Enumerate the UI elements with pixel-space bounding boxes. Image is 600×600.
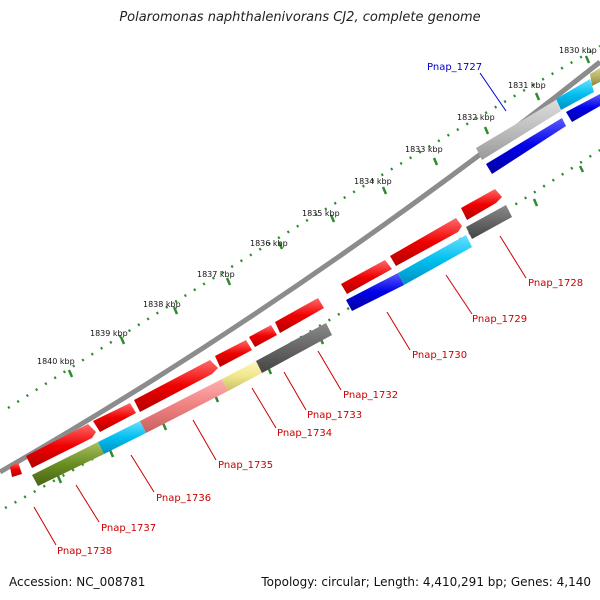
gene-feature: [275, 298, 324, 333]
gene-feature: [590, 68, 600, 86]
scale-label: 1834 kbp: [354, 177, 392, 186]
scale-label: 1839 kbp: [90, 329, 128, 338]
gene-label: Pnap_1727: [427, 62, 482, 73]
outer-major-ticks: [67, 55, 591, 378]
gene-feature: [140, 379, 228, 433]
gene-feature: [32, 442, 104, 486]
gene-feature: [26, 424, 96, 468]
gene-label: Pnap_1735: [218, 460, 273, 471]
map-title: Polaromonas naphthalenivorans CJ2, compl…: [119, 10, 481, 25]
gene-feature: [341, 260, 392, 294]
scale-labels: 1830 kbp 1831 kbp 1832 kbp 1833 kbp 1834…: [37, 46, 597, 366]
gene-feature: [398, 235, 472, 285]
genome-backbone: [0, 60, 600, 475]
gene-feature: [98, 421, 146, 454]
scale-label: 1831 kbp: [508, 81, 546, 90]
scale-label: 1832 kbp: [457, 113, 495, 122]
gene-labels: Pnap_1727 Pnap_1728 Pnap_1729 Pnap_1730 …: [57, 62, 583, 557]
gene-feature: [466, 205, 512, 239]
gene-feature: [486, 118, 566, 174]
gene-feature: [222, 361, 262, 391]
gene-label: Pnap_1736: [156, 493, 211, 504]
gene-label: Pnap_1732: [343, 390, 398, 401]
gene-label: Pnap_1729: [472, 314, 527, 325]
scale-label: 1840 kbp: [37, 357, 75, 366]
gene-label: Pnap_1737: [101, 523, 156, 534]
gene-label: Pnap_1734: [277, 428, 332, 439]
scale-label: 1833 kbp: [405, 145, 443, 154]
gene-feature: [249, 325, 277, 347]
gene-feature: [256, 323, 332, 373]
gene-feature: [10, 462, 22, 477]
gene-feature: [390, 218, 462, 266]
scale-label: 1835 kbp: [302, 209, 340, 218]
gene-feature: [134, 360, 218, 412]
outer-tick-ring: [7, 44, 600, 410]
gene-feature: [566, 94, 600, 122]
reverse-features: [32, 94, 600, 486]
gene-label: Pnap_1728: [528, 278, 583, 289]
gene-label: Pnap_1730: [412, 350, 467, 361]
scale-label: 1837 kbp: [197, 270, 235, 279]
scale-label: 1838 kbp: [143, 300, 181, 309]
gene-feature: [215, 340, 252, 367]
topology-text: Topology: circular; Length: 4,410,291 bp…: [261, 575, 591, 589]
accession-text: Accession: NC_008781: [9, 575, 146, 589]
gene-feature: [93, 403, 136, 432]
scale-label: 1830 kbp: [559, 46, 597, 55]
gene-label: Pnap_1738: [57, 546, 112, 557]
gene-feature: [461, 189, 502, 220]
forward-features: [10, 68, 600, 477]
gene-feature: [476, 100, 561, 160]
label-leaders: [33, 72, 527, 546]
gene-feature: [346, 273, 404, 311]
scale-label: 1836 kbp: [250, 239, 288, 248]
gene-label: Pnap_1733: [307, 410, 362, 421]
gene-feature: [556, 79, 594, 110]
